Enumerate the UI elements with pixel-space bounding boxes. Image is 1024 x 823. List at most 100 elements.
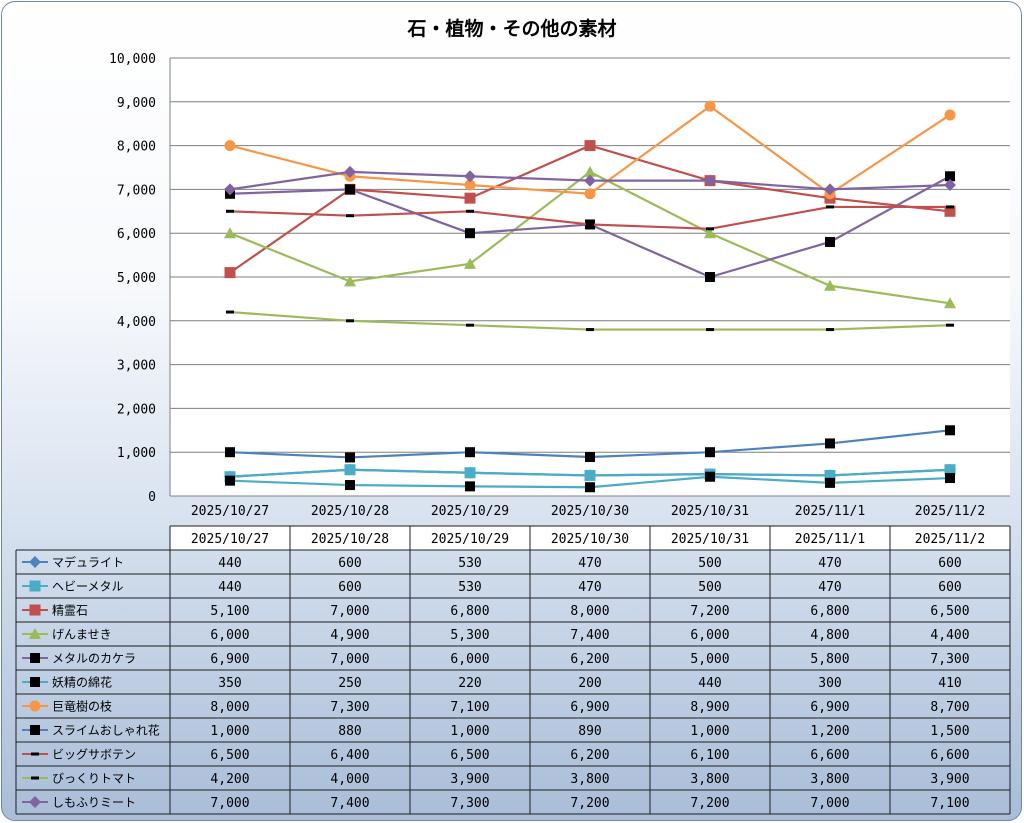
table-cell: 6,900 [570,700,609,715]
data-point [464,467,476,479]
data-point [585,482,595,493]
data-point [584,165,596,177]
y-tick-label: 4,000 [117,315,156,330]
table-cell: 4,900 [330,628,369,643]
data-point [704,227,716,239]
table-cell: 6,600 [810,748,849,763]
data-point [584,188,596,200]
table-cell: 3,900 [930,772,969,787]
table-cell: 600 [338,556,361,571]
table-cell: 6,100 [690,748,729,763]
data-point [706,328,714,332]
data-point [465,447,475,458]
series-name: 妖精の綿花 [52,675,112,690]
y-tick-label: 1,000 [117,446,156,461]
data-point [825,236,835,247]
series-name: 精霊石 [52,604,88,618]
table-cell: 7,400 [330,796,369,811]
data-point [224,140,236,152]
table-cell: 470 [578,580,601,595]
table-cell: 6,000 [690,628,729,643]
series-name: 巨竜樹の枝 [52,699,112,714]
table-cell: 5,100 [210,604,249,619]
data-point [944,109,956,121]
table-cell: 8,900 [690,700,729,715]
x-tick-label: 2025/10/27 [191,504,269,519]
data-point [945,425,955,436]
table-cell: 440 [218,556,241,571]
data-point [945,171,955,182]
data-point [584,140,596,152]
data-point [704,174,716,187]
data-point [344,275,356,287]
table-header-cell: 2025/11/2 [915,532,985,547]
data-point [826,205,834,209]
data-point [826,328,834,332]
data-point [944,297,956,309]
data-point [464,192,476,204]
y-tick-label: 8,000 [117,140,156,155]
legend-key-marker [30,677,40,687]
data-point [464,170,476,183]
table-cell: 6,800 [450,604,489,619]
table-cell: 4,200 [210,772,249,787]
legend-key-marker [29,556,41,568]
table-cell: 8,000 [570,604,609,619]
data-point [586,328,594,332]
series-name: しもふりミート [52,796,136,810]
table-header-bg [170,526,1010,550]
table-cell: 4,000 [330,772,369,787]
table-cell: 6,800 [810,604,849,619]
table-cell: 350 [218,676,241,691]
data-point [705,272,715,282]
data-point [225,475,235,486]
x-tick-label: 2025/10/29 [431,504,509,519]
table-cell: 3,800 [810,772,849,787]
table-cell: 5,800 [810,652,849,667]
legend-key-marker [29,580,41,592]
data-point [465,481,475,492]
table-cell: 7,300 [330,700,369,715]
table-cell: 500 [698,580,721,595]
table-cell: 1,000 [450,724,489,739]
data-point [946,205,954,209]
series-name: スライムおしゃれ花 [52,723,160,738]
series-name: ヘビーメタル [52,580,124,594]
data-point [465,228,475,239]
table-cell: 7,200 [690,604,729,619]
table-cell: 6,400 [330,748,369,763]
legend-key-marker [29,796,41,808]
data-point [344,165,356,178]
table-header-cell: 2025/10/29 [431,532,509,547]
legend-key-marker [29,700,41,712]
legend-key-marker [30,653,40,663]
data-point [345,184,355,195]
table-cell: 1,000 [690,724,729,739]
table-cell: 5,300 [450,628,489,643]
table-cell: 7,100 [450,700,489,715]
table-cell: 6,200 [570,652,609,667]
table-cell: 7,000 [210,796,249,811]
series-name: げんませき [52,628,112,642]
table-cell: 3,800 [570,772,609,787]
table-cell: 7,400 [570,628,609,643]
table-cell: 300 [818,676,841,691]
table-cell: 6,000 [210,628,249,643]
table-cell: 470 [818,580,841,595]
series-name: マデュライト [52,555,124,570]
data-point [346,214,354,218]
table-cell: 530 [458,580,481,595]
table-cell: 7,300 [450,796,489,811]
data-point [464,257,476,269]
table-header-cell: 2025/10/27 [191,532,269,547]
table-cell: 220 [458,676,481,691]
legend-key-marker [29,628,41,639]
data-point [584,174,596,187]
table-cell: 250 [338,676,361,691]
data-point [224,267,236,279]
x-tick-label: 2025/10/30 [551,504,629,519]
table-header-cell: 2025/10/31 [671,532,749,547]
y-tick-label: 10,000 [109,52,156,67]
data-point [706,227,714,231]
